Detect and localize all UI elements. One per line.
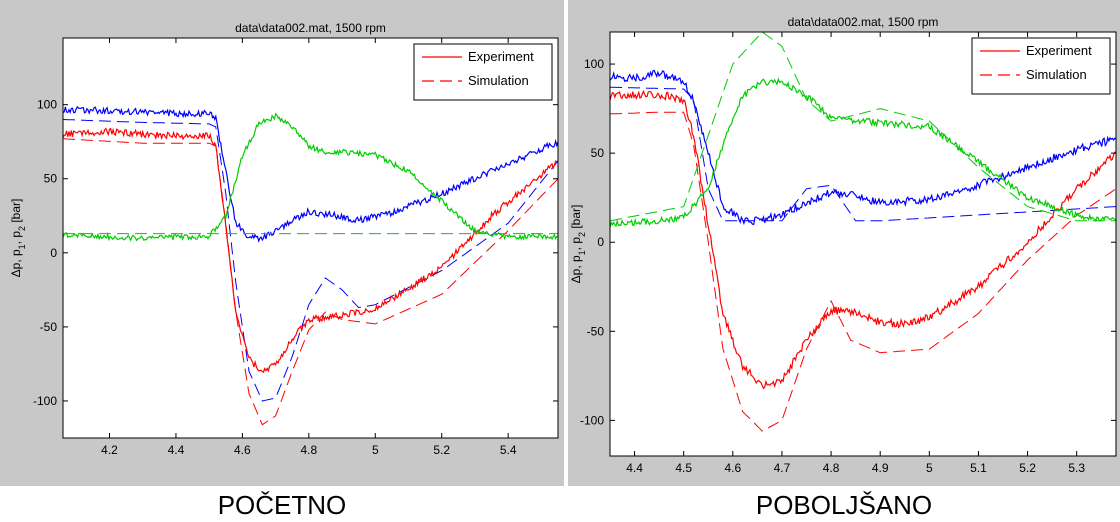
x-tick-label: 4.4 [168, 443, 185, 457]
series-line-p1-solid [63, 105, 558, 243]
chart-improved: data\data002.mat, 1500 rpm 4.4 4.5 4.6 4.7 4.… [569, 15, 1117, 475]
x-tick-label: 4.6 [234, 443, 251, 457]
y-tick-label: 100 [37, 98, 57, 112]
chart-panel-initial: data\data002.mat, 1500 rpm 4.2 4.4 4.6 4.8 5 5… [0, 0, 564, 486]
x-tick-label: 5.4 [500, 443, 517, 457]
x-tick-label: 4.6 [724, 461, 741, 475]
legend-entry-label: Experiment [468, 49, 534, 64]
y-tick-label: 100 [584, 57, 604, 71]
x-tick-label: 5.2 [1019, 461, 1036, 475]
y-tick-label: 50 [591, 146, 605, 160]
x-tick-label: 4.5 [675, 461, 692, 475]
plot-area [63, 38, 558, 438]
x-tick-label: 4.8 [300, 443, 317, 457]
y-tick-label: 0 [597, 235, 604, 249]
x-tick-label: 4.9 [872, 461, 889, 475]
caption-improved: POBOLJŠANO [755, 490, 933, 520]
legend-box [413, 43, 553, 101]
series-line-p2-solid [610, 77, 1116, 228]
legend-entry-label: Simulation [468, 73, 529, 88]
chart-panel-improved: data\data002.mat, 1500 rpm 4.4 4.5 4.6 4.7 4.… [568, 0, 1120, 486]
x-tick-label: 4.2 [101, 443, 118, 457]
x-tick-label: 5.3 [1068, 461, 1085, 475]
plot-frame [609, 31, 1117, 457]
y-tick-label: -50 [587, 324, 605, 338]
y-tick-label: -50 [40, 320, 58, 334]
x-tick-label: 5.2 [433, 443, 450, 457]
series-group [63, 105, 558, 426]
y-tick-label: 0 [50, 246, 57, 260]
legend: Experiment Simulation [413, 43, 553, 101]
plot-area [610, 32, 1116, 456]
series-line-p1-dashed [63, 119, 558, 402]
y-axis-label: Δp, p1, p2 [bar] [9, 199, 27, 278]
caption-initial: POČETNO [217, 490, 347, 520]
legend-entry-label: Simulation [1026, 67, 1087, 82]
chart-title: data\data002.mat, 1500 rpm [788, 15, 939, 29]
x-tick-label: 4.7 [774, 461, 791, 475]
x-tick-label: 5.1 [970, 461, 987, 475]
series-group [610, 32, 1116, 432]
series-line-dp-dashed [63, 138, 558, 426]
series-line-p1-solid [610, 69, 1116, 226]
series-line-p1-dashed [610, 86, 1116, 222]
x-tick-label: 4.4 [626, 461, 643, 475]
y-axis-label: Δp, p1, p2 [bar] [569, 205, 587, 284]
chart-title: data\data002.mat, 1500 rpm [235, 21, 386, 35]
y-tick-label: -100 [580, 413, 604, 427]
x-tick-label: 4.8 [823, 461, 840, 475]
legend-box [971, 37, 1111, 95]
y-tick-label: -100 [33, 394, 57, 408]
y-tick-label: 50 [44, 172, 58, 186]
legend-entry-label: Experiment [1026, 43, 1092, 58]
legend: Experiment Simulation [971, 37, 1111, 95]
x-tick-label: 5 [372, 443, 379, 457]
series-line-p2-solid [63, 112, 558, 242]
x-tick-label: 5 [926, 461, 933, 475]
series-line-p2-dashed [610, 32, 1116, 222]
series-line-dp-solid [610, 89, 1116, 390]
chart-initial: data\data002.mat, 1500 rpm 4.2 4.4 4.6 4.8 5 5… [9, 21, 559, 457]
plot-frame [62, 37, 559, 439]
series-line-dp-dashed [610, 111, 1116, 432]
